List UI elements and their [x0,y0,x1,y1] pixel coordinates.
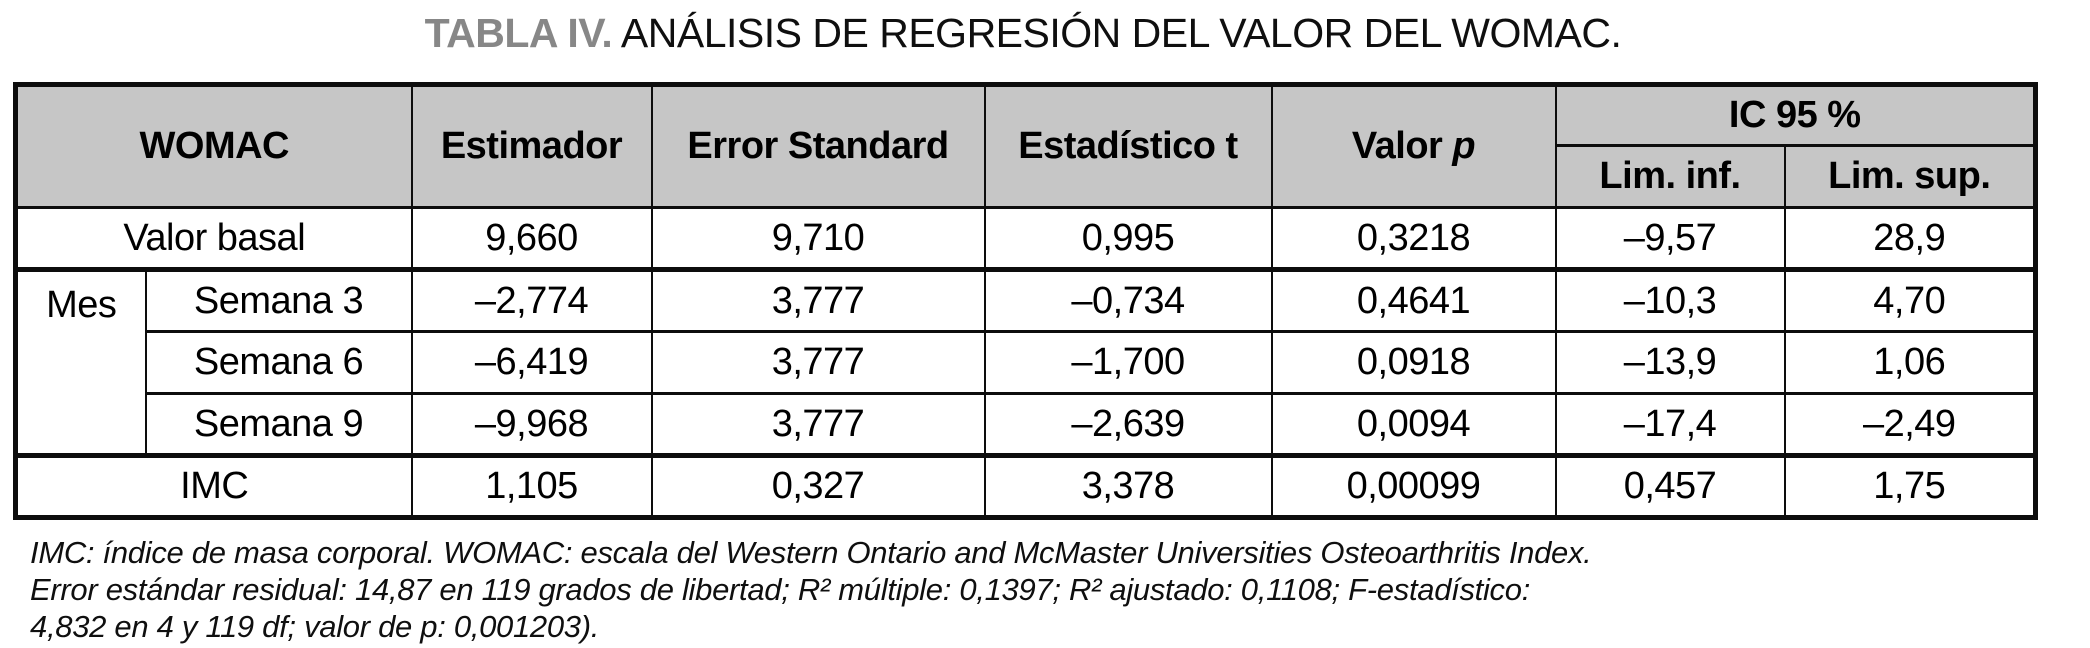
col-header-valor-p: Valor p [1270,83,1557,209]
header-row-2: Lim. inf. Lim. sup. [16,144,2037,209]
footnote-line-2: Error estándar residual: 14,87 en 119 gr… [30,572,1531,607]
row-label: IMC [14,453,413,519]
cell-lim-inf: –9,57 [1554,206,1786,271]
table-title-label: TABLA IV. [424,10,613,56]
table-body: Valor basal 9,660 9,710 0,995 0,3218 –9,… [14,206,2037,519]
cell-lim-inf: –10,3 [1554,267,1786,333]
row-group-mes: Mes [14,267,147,457]
row-label: Semana 6 [144,330,413,395]
regression-table: WOMAC Estimador Error Standard Estadísti… [13,82,2039,520]
footnote-line-1: IMC: índice de masa corporal. WOMAC: esc… [30,535,1592,570]
cell-estadistico-t: 3,378 [983,453,1273,519]
col-header-error-standard: Error Standard [650,83,986,209]
row-label: Semana 3 [144,267,413,333]
cell-estimador: 9,660 [410,206,653,271]
col-header-estimador: Estimador [410,83,653,209]
table-row-valor-basal: Valor basal 9,660 9,710 0,995 0,3218 –9,… [14,206,2037,271]
cell-estadistico-t: 0,995 [983,206,1273,271]
cell-lim-inf: –13,9 [1554,330,1786,395]
cell-lim-sup: –2,49 [1783,392,2037,457]
row-label: Valor basal [14,206,413,271]
cell-valor-p: 0,4641 [1270,267,1557,333]
col-header-ic95: IC 95 % [1554,83,2037,147]
cell-estimador: –2,774 [410,267,653,333]
cell-error-standard: 9,710 [650,206,986,271]
col-header-lim-sup: Lim. sup. [1783,144,2037,209]
table-title: TABLA IV. ANÁLISIS DE REGRESIÓN DEL VALO… [13,10,2033,57]
cell-lim-inf: 0,457 [1554,453,1786,519]
table-row-imc: IMC 1,105 0,327 3,378 0,00099 0,457 1,75 [14,453,2037,519]
row-label: Semana 9 [144,392,413,457]
cell-valor-p: 0,00099 [1270,453,1557,519]
col-header-estadistico-t: Estadístico t [983,83,1273,209]
cell-error-standard: 3,777 [650,330,986,395]
cell-error-standard: 3,777 [650,267,986,333]
cell-valor-p: 0,0918 [1270,330,1557,395]
cell-lim-sup: 4,70 [1783,267,2037,333]
cell-estadistico-t: –2,639 [983,392,1273,457]
cell-lim-sup: 1,06 [1783,330,2037,395]
col-header-lim-inf: Lim. inf. [1554,144,1786,209]
header-row-1: WOMAC Estimador Error Standard Estadísti… [14,83,2037,209]
table-header: WOMAC Estimador Error Standard Estadísti… [14,83,2037,209]
cell-estimador: –6,419 [410,330,653,395]
cell-lim-sup: 28,9 [1783,206,2037,271]
footnote-line-3: 4,832 en 4 y 119 df; valor de p: 0,00120… [30,609,600,644]
cell-error-standard: 3,777 [650,392,986,457]
cell-lim-inf: –17,4 [1554,392,1786,457]
cell-estadistico-t: –0,734 [983,267,1273,333]
cell-valor-p: 0,0094 [1270,392,1557,457]
cell-estimador: 1,105 [410,453,653,519]
col-header-womac: WOMAC [14,83,413,209]
table-footnotes: IMC: índice de masa corporal. WOMAC: esc… [30,534,2070,645]
table-title-text: ANÁLISIS DE REGRESIÓN DEL VALOR DEL WOMA… [620,10,1622,56]
table-row-semana-6: Semana 6 –6,419 3,777 –1,700 0,0918 –13,… [16,330,2037,395]
valor-p-prefix: Valor [1351,125,1453,167]
table-row-semana-9: Semana 9 –9,968 3,777 –2,639 0,0094 –17,… [16,392,2037,457]
valor-p-symbol: p [1452,125,1476,167]
cell-estadistico-t: –1,700 [983,330,1273,395]
cell-error-standard: 0,327 [650,453,986,519]
cell-estimador: –9,968 [410,392,653,457]
table-row-semana-3: Mes Semana 3 –2,774 3,777 –0,734 0,4641 … [14,267,2037,457]
cell-valor-p: 0,3218 [1270,206,1557,271]
cell-lim-sup: 1,75 [1783,453,2037,519]
